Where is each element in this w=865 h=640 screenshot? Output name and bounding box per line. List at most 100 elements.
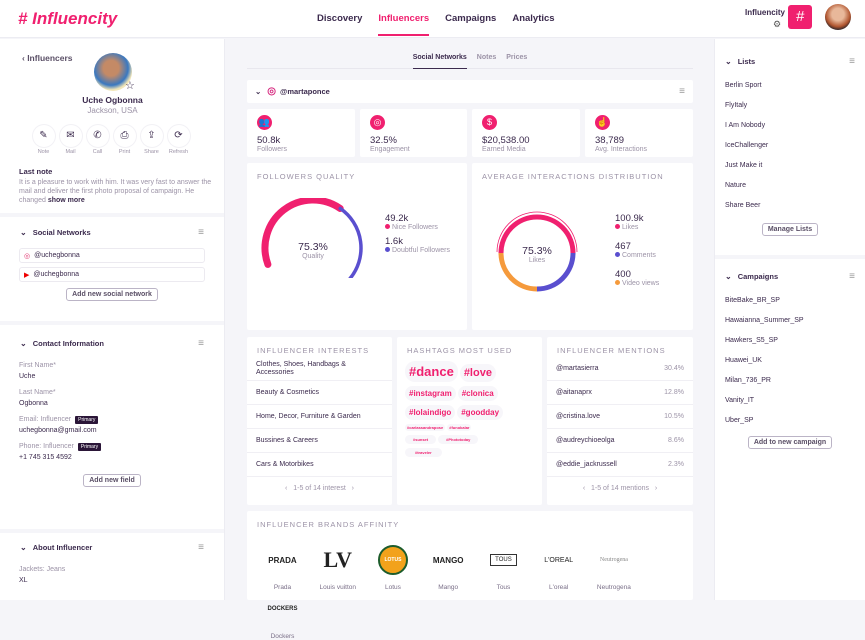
call-button[interactable]: ✆ Call — [84, 125, 111, 155]
menu-icon[interactable]: ≡ — [198, 337, 204, 349]
list-item[interactable]: Nature — [725, 182, 747, 189]
section-title: Contact Information — [32, 338, 104, 348]
mention-item[interactable]: @audreychioeolga 8.6% — [547, 429, 693, 453]
nav-influencers[interactable]: Influencers — [378, 13, 430, 36]
list-item[interactable]: FlyItaly — [725, 102, 748, 109]
brand-lotus[interactable]: LOTUS Lotus — [366, 542, 419, 591]
user-avatar[interactable] — [825, 4, 851, 30]
mention-item[interactable]: @aitanaprx 12.8% — [547, 381, 693, 405]
add-social-network-button[interactable]: Add new social network — [66, 288, 158, 301]
campaign-item[interactable]: Vanity_IT — [725, 397, 755, 404]
email-field[interactable]: Email: Influencer Primary uchegbonna@gmail… — [19, 416, 205, 434]
field-value: Ogbonna — [19, 400, 48, 407]
first-name-field[interactable]: First Name* Uche — [19, 362, 205, 380]
social-youtube-item[interactable]: ▶ @uchegbonna — [19, 267, 205, 282]
nav-discovery[interactable]: Discovery — [317, 13, 363, 24]
legend-label: Doubtful Followers — [392, 247, 450, 254]
back-to-influencers-link[interactable]: ‹ Influencers — [22, 53, 73, 63]
interest-item[interactable]: Bussines & Careers — [247, 429, 392, 453]
hashtag[interactable]: #clonica — [457, 386, 498, 401]
brand-mango[interactable]: MANGO Mango — [422, 542, 475, 592]
chevron-right-icon[interactable]: › — [351, 485, 354, 492]
list-item[interactable]: IceChallenger — [725, 142, 769, 149]
lists-header[interactable]: ⌄ Lists ≡ — [715, 51, 865, 71]
interest-item[interactable]: Beauty & Cosmetics — [247, 381, 392, 405]
mention-item[interactable]: @eddie_jackrussell 2.3% — [547, 453, 693, 477]
tab-social-networks[interactable]: Social Networks — [412, 50, 467, 69]
menu-icon[interactable]: ≡ — [198, 541, 204, 553]
account-header[interactable]: ⌄ ◎ @martaponce ≡ — [247, 80, 693, 103]
share-button[interactable]: ⇪ Share — [138, 125, 165, 155]
brand-dockers[interactable]: DOCKERS Dockers — [256, 591, 309, 640]
mention-item[interactable]: @cristina.love 10.5% — [547, 405, 693, 429]
menu-icon[interactable]: ≡ — [198, 226, 204, 238]
campaign-item[interactable]: Huawei_UK — [725, 357, 762, 364]
campaign-item[interactable]: Uber_SP — [725, 417, 754, 424]
phone-field[interactable]: Phone: Influencer Primary +1 745 315 4592 — [19, 443, 205, 461]
stat-value: 38,789 — [595, 135, 625, 146]
nav-campaigns[interactable]: Campaigns — [445, 13, 497, 24]
hashtag[interactable]: #traveler — [405, 448, 442, 457]
menu-icon[interactable]: ≡ — [849, 270, 855, 282]
gear-icon[interactable]: ⚙ — [773, 19, 782, 29]
mention-item[interactable]: @martasierra 30.4% — [547, 357, 693, 381]
brand-prada[interactable]: PRADA Prada — [256, 542, 309, 592]
hashtag[interactable]: #lolaindigo — [405, 405, 456, 420]
social-networks-header[interactable]: ⌄ Social Networks ≡ — [0, 222, 224, 242]
list-item[interactable]: Share Beer — [725, 202, 761, 209]
brand-neutrogena[interactable]: Neutrogena Neutrogena — [587, 542, 640, 591]
brand-logo-icon[interactable]: # — [788, 5, 812, 29]
refresh-button[interactable]: ⟳ Refresh — [165, 125, 192, 155]
hashtag[interactable]: #instagram — [405, 386, 456, 401]
campaign-item[interactable]: Hawkers_S5_SP — [725, 337, 778, 344]
add-to-new-campaign-button[interactable]: Add to new campaign — [747, 436, 833, 449]
about-field[interactable]: Jackets: Jeans XL — [0, 566, 224, 584]
mail-button[interactable]: ✉ Mail — [57, 125, 84, 155]
campaign-item[interactable]: BiteBake_BR_SP — [725, 297, 780, 304]
hashtag[interactable]: #carlassandrapose — [405, 424, 446, 431]
hashtag[interactable]: #funokalar — [447, 424, 472, 431]
influencity-logo[interactable]: # Influencity — [18, 9, 118, 28]
last-note-body: It is a pleasure to work with him. It wa… — [19, 179, 212, 204]
print-button[interactable]: ⎙ Print — [111, 125, 138, 155]
menu-icon[interactable]: ≡ — [849, 55, 855, 67]
note-button[interactable]: ✎ Note — [30, 125, 57, 155]
interest-item[interactable]: Home, Decor, Furniture & Garden — [247, 405, 392, 429]
contact-information-header[interactable]: ⌄ Contact Information ≡ — [0, 333, 224, 353]
hashtag[interactable]: #Phototoday — [438, 435, 479, 444]
about-influencer-header[interactable]: ⌄ About Influencer ≡ — [0, 537, 224, 557]
campaigns-header[interactable]: ⌄ Campaigns ≡ — [715, 266, 865, 286]
last-name-field[interactable]: Last Name* Ogbonna — [19, 389, 205, 407]
add-new-field-button[interactable]: Add new field — [83, 474, 141, 487]
brand-louis-vuitton[interactable]: LV Louis vuitton — [311, 542, 364, 591]
chevron-left-icon[interactable]: ‹ — [582, 485, 586, 492]
menu-icon[interactable]: ≡ — [679, 86, 685, 97]
list-item[interactable]: I Am Nobody — [725, 122, 766, 129]
followers-quality-card: FOLLOWERS QUALITY 75.3% Quality 49.2k Nice… — [247, 163, 467, 330]
mention-percent: 12.8% — [664, 389, 684, 396]
list-item[interactable]: Just Make it — [725, 162, 763, 169]
chevron-left-icon[interactable]: ‹ — [285, 485, 288, 492]
mention-handle: @audreychioeolga — [556, 437, 615, 444]
tab-notes[interactable]: Notes — [476, 54, 497, 61]
hashtag[interactable]: #sunset — [405, 435, 437, 444]
hashtag[interactable]: #love — [459, 364, 496, 382]
show-more-link[interactable]: show more — [47, 197, 85, 204]
interest-item[interactable]: Clothes, Shoes, Handbags & Accessories — [247, 357, 392, 381]
list-item[interactable]: Berlin Sport — [725, 82, 762, 89]
nav-analytics[interactable]: Analytics — [512, 13, 555, 24]
chevron-down-icon: ⌄ — [255, 87, 262, 96]
chevron-right-icon[interactable]: › — [654, 485, 658, 492]
favorite-star-icon[interactable]: ☆ — [125, 80, 135, 92]
quality-legend: 49.2k Nice Followers 1.6k Doubtful Followe… — [385, 213, 450, 259]
interest-item[interactable]: Cars & Motorbikes — [247, 453, 392, 477]
manage-lists-button[interactable]: Manage Lists — [761, 223, 819, 236]
campaign-item[interactable]: Hawaianna_Summer_SP — [725, 317, 804, 324]
campaign-item[interactable]: Milan_736_PR — [725, 377, 771, 384]
tab-prices[interactable]: Prices — [506, 54, 528, 61]
brand-tous[interactable]: TOUS Tous — [477, 542, 530, 591]
social-instagram-item[interactable]: ◎ @uchegbonna — [19, 248, 205, 263]
hashtag[interactable]: #dance — [405, 361, 458, 382]
hashtag[interactable]: #goodday — [457, 405, 504, 420]
brand-loreal[interactable]: L'OREAL L'oreal — [532, 542, 585, 592]
